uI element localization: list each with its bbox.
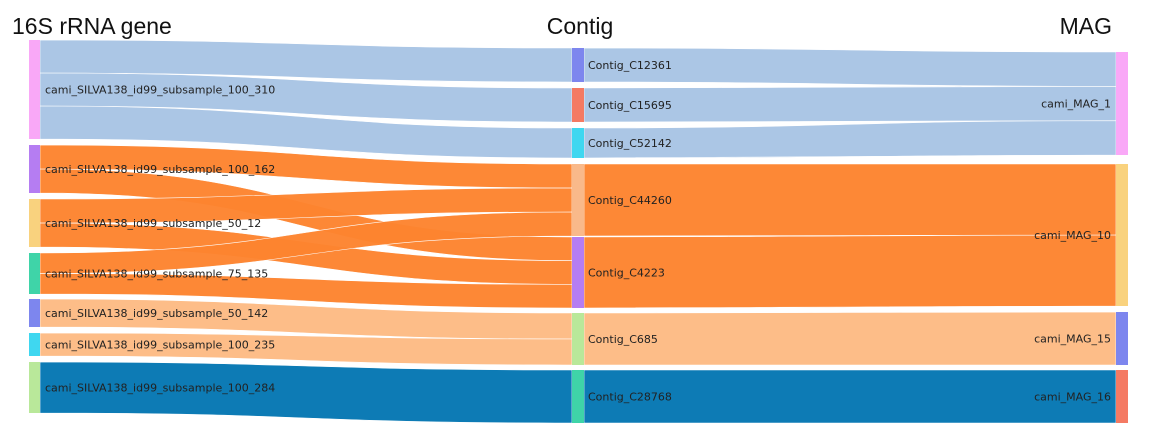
node-M2 <box>1116 164 1128 306</box>
label-C5: Contig_C4223 <box>588 267 665 280</box>
label-L7: cami_SILVA138_id99_subsample_100_284 <box>45 382 275 395</box>
node-C5 <box>572 237 584 308</box>
label-M1: cami_MAG_1 <box>1041 98 1111 111</box>
left-column-title: 16S rRNA gene <box>12 13 172 39</box>
node-L1 <box>29 40 40 139</box>
node-M4 <box>1116 370 1128 423</box>
label-C4: Contig_C44260 <box>588 194 672 207</box>
label-C3: Contig_C52142 <box>588 137 672 150</box>
node-C2 <box>572 88 584 122</box>
node-C3 <box>572 128 584 158</box>
right-column-title: MAG <box>1060 13 1112 39</box>
label-L4: cami_SILVA138_id99_subsample_75_135 <box>45 268 268 281</box>
node-C4 <box>572 164 584 236</box>
node-L6 <box>29 333 40 356</box>
label-L6: cami_SILVA138_id99_subsample_100_235 <box>45 339 275 352</box>
label-C7: Contig_C28768 <box>588 391 672 404</box>
node-L2 <box>29 145 40 193</box>
node-L7 <box>29 362 40 413</box>
label-C6: Contig_C685 <box>588 333 658 346</box>
node-C1 <box>572 48 584 82</box>
node-C7 <box>572 370 584 423</box>
node-L5 <box>29 299 40 327</box>
sankey-labels: cami_SILVA138_id99_subsample_100_310cami… <box>45 59 1111 404</box>
label-L3: cami_SILVA138_id99_subsample_50_12 <box>45 217 261 230</box>
label-M2: cami_MAG_10 <box>1034 229 1111 242</box>
sankey-links <box>39 39 1117 424</box>
node-M3 <box>1116 312 1128 365</box>
label-L5: cami_SILVA138_id99_subsample_50_142 <box>45 307 268 320</box>
sankey-nodes <box>29 40 1128 423</box>
node-L3 <box>29 199 40 247</box>
node-M1 <box>1116 52 1128 155</box>
label-M3: cami_MAG_15 <box>1034 333 1111 346</box>
label-L1: cami_SILVA138_id99_subsample_100_310 <box>45 84 275 97</box>
middle-column-title: Contig <box>547 13 613 39</box>
label-L2: cami_SILVA138_id99_subsample_100_162 <box>45 163 275 176</box>
node-C6 <box>572 313 584 365</box>
label-C2: Contig_C15695 <box>588 99 672 112</box>
label-C1: Contig_C12361 <box>588 59 672 72</box>
node-L4 <box>29 253 40 294</box>
label-M4: cami_MAG_16 <box>1034 391 1111 404</box>
